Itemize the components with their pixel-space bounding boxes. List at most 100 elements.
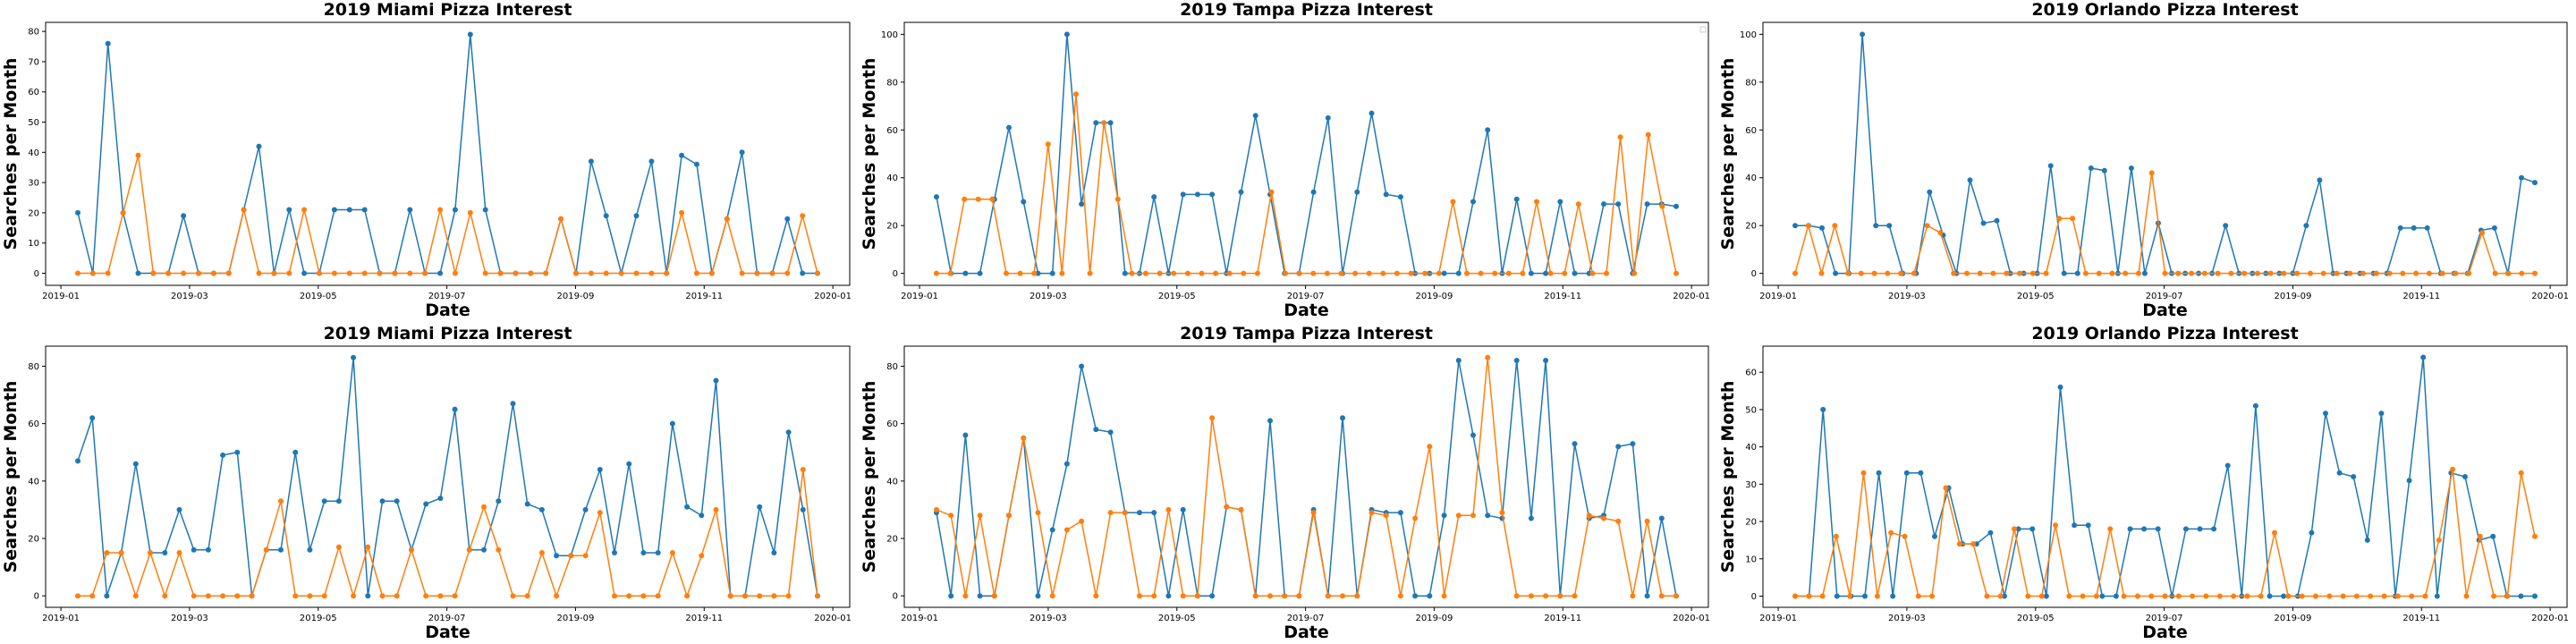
y-axis-label: Searches per Month (1, 381, 21, 573)
chart-panel-6: 2019 Orlando Pizza Interest 0 10 20 30 40 50 60… (1718, 325, 2569, 642)
data-point (2351, 474, 2357, 479)
data-point (699, 513, 705, 519)
y-tick-label: 20 (28, 534, 39, 544)
data-point (365, 593, 371, 599)
x-tick-label: 2019-05 (300, 614, 337, 623)
data-point (962, 270, 969, 276)
y-tick-label: 40 (886, 477, 898, 487)
data-point (1874, 593, 1880, 599)
data-point (1833, 533, 1839, 539)
data-point (2519, 174, 2524, 181)
data-point (757, 504, 763, 510)
data-point (1107, 510, 1114, 516)
y-tick-label: 20 (1745, 222, 1757, 232)
data-point (1209, 191, 1216, 198)
series-line-1 (1795, 357, 2535, 597)
data-point (1562, 270, 1568, 276)
y-tick-label: 0 (1751, 269, 1757, 279)
data-point (524, 501, 530, 507)
data-point (1006, 124, 1012, 131)
data-point (2223, 223, 2229, 229)
data-point (1224, 504, 1230, 510)
data-point (2043, 593, 2049, 599)
data-point (196, 270, 201, 276)
data-point (1122, 510, 1128, 516)
data-point (1107, 120, 1114, 126)
x-tick-label: 2020-01 (1673, 292, 1710, 301)
data-point (234, 449, 241, 455)
data-point (1441, 270, 1447, 276)
data-point (2070, 216, 2076, 222)
data-point (597, 467, 603, 472)
data-point (351, 593, 357, 599)
data-point (1528, 270, 1534, 276)
data-point (2422, 593, 2428, 599)
data-point (2313, 593, 2318, 599)
data-point (588, 270, 594, 276)
y-tick-label: 60 (1745, 369, 1757, 378)
x-tick-label: 2019-09 (2275, 292, 2312, 301)
data-point (452, 406, 458, 412)
data-point (1990, 270, 1996, 276)
data-point (1412, 515, 1419, 521)
data-point (1792, 270, 1798, 276)
data-point (1674, 270, 1679, 276)
data-point (2426, 270, 2432, 276)
data-point (2532, 533, 2538, 539)
y-tick-label: 60 (886, 126, 898, 136)
data-point (1478, 270, 1484, 276)
data-point (1340, 415, 1345, 421)
data-point (1834, 593, 1840, 599)
data-point (1557, 199, 1563, 205)
data-point (263, 547, 269, 553)
data-point (301, 207, 308, 213)
data-point (1845, 270, 1851, 276)
data-point (934, 506, 939, 513)
data-point (2336, 470, 2343, 476)
y-tick-label: 20 (28, 208, 39, 218)
data-point (2411, 225, 2417, 231)
data-point (771, 593, 777, 599)
data-point (377, 270, 383, 276)
data-point (220, 452, 226, 458)
data-point (1296, 593, 1302, 599)
y-tick-label: 40 (886, 174, 898, 183)
data-point (2308, 270, 2313, 276)
data-point (278, 498, 284, 504)
series-line-2 (1794, 173, 2535, 276)
data-point (694, 161, 699, 167)
data-point (1184, 270, 1191, 276)
data-point (1943, 485, 1949, 491)
data-point (120, 209, 126, 216)
data-point (2015, 526, 2021, 532)
data-point (618, 270, 624, 276)
data-point (669, 550, 675, 555)
data-point (724, 216, 730, 222)
data-point (2121, 593, 2127, 599)
data-point (2107, 526, 2114, 532)
data-point (1630, 593, 1636, 599)
data-point (2434, 593, 2440, 599)
data-point (409, 547, 414, 553)
data-point (162, 550, 168, 555)
data-point (2532, 593, 2538, 599)
data-point (89, 270, 96, 276)
data-point (1543, 358, 1549, 363)
data-point (1455, 358, 1462, 363)
data-point (989, 196, 996, 202)
data-point (2197, 526, 2203, 532)
data-point (2101, 167, 2107, 174)
data-point (481, 547, 487, 553)
data-point (739, 270, 745, 276)
data-point (1924, 223, 1930, 229)
data-point (2224, 462, 2231, 469)
data-point (1325, 114, 1331, 121)
x-tick-label: 2019-11 (1544, 292, 1581, 301)
data-point (1021, 435, 1027, 441)
data-point (1513, 593, 1520, 599)
data-point (346, 270, 352, 276)
data-point (2211, 526, 2217, 532)
data-point (1543, 593, 1549, 599)
data-point (2373, 270, 2379, 276)
data-point (351, 354, 357, 360)
